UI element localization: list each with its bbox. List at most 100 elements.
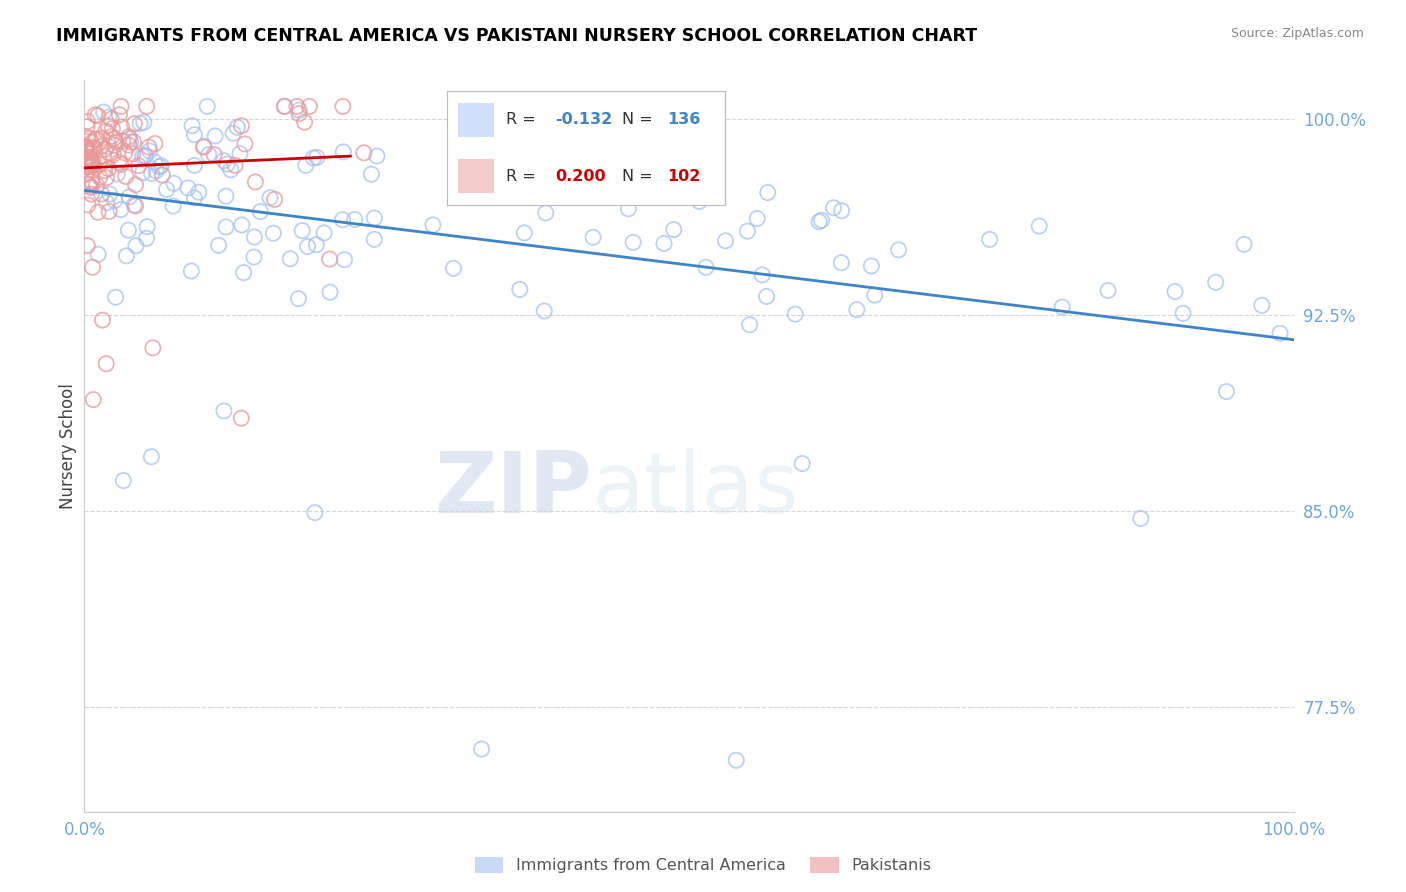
Point [82, 158, 104, 172]
Point [887, 243, 910, 257]
Point [97, 139, 120, 153]
Point [215, 189, 238, 203]
Point [77, 150, 100, 164]
Point [134, 148, 156, 162]
Point [353, 145, 375, 160]
Point [118, 190, 141, 204]
Point [333, 252, 356, 267]
Point [294, 115, 316, 129]
Point [128, 159, 150, 173]
Point [103, 147, 125, 161]
Point [132, 115, 155, 129]
Point [1205, 275, 1227, 289]
Point [695, 260, 717, 275]
Point [86, 132, 108, 146]
Point [98, 146, 121, 161]
Point [262, 226, 284, 240]
Point [1215, 384, 1237, 399]
Point [652, 236, 675, 251]
Point [97, 161, 120, 176]
Point [662, 222, 685, 236]
Point [83, 141, 105, 155]
Point [104, 138, 127, 153]
Point [259, 191, 281, 205]
Point [75, 141, 97, 155]
Point [193, 139, 215, 153]
Point [202, 147, 225, 161]
Point [105, 135, 128, 149]
Point [80, 156, 103, 170]
Point [143, 155, 166, 169]
Point [1268, 326, 1291, 341]
Point [180, 264, 202, 278]
Point [808, 215, 831, 229]
Point [714, 234, 737, 248]
Point [131, 166, 153, 180]
Point [145, 164, 167, 178]
Point [471, 742, 494, 756]
Point [76, 146, 98, 161]
Point [212, 404, 235, 418]
Point [217, 157, 239, 171]
Point [110, 99, 132, 113]
Point [80, 180, 103, 194]
Point [543, 178, 565, 193]
Point [141, 450, 163, 464]
Point [288, 106, 311, 120]
Point [150, 159, 173, 173]
Point [108, 108, 131, 122]
Point [688, 194, 710, 209]
Point [79, 179, 101, 194]
Point [285, 99, 308, 113]
Point [80, 174, 103, 188]
Point [204, 128, 226, 143]
Point [183, 158, 205, 172]
Point [100, 112, 122, 127]
Point [80, 175, 103, 189]
Point [332, 145, 354, 159]
Point [1028, 219, 1050, 233]
Point [141, 166, 163, 180]
Point [360, 167, 382, 181]
Point [105, 167, 128, 181]
Point [343, 212, 366, 227]
Point [86, 178, 108, 193]
Point [131, 149, 153, 163]
Point [142, 341, 165, 355]
Point [75, 141, 97, 155]
Point [75, 139, 97, 153]
Point [207, 238, 229, 252]
Point [93, 105, 115, 120]
Point [231, 411, 253, 425]
Point [108, 155, 131, 169]
Point [87, 109, 110, 123]
Point [183, 191, 205, 205]
Point [75, 139, 97, 153]
Point [143, 136, 166, 151]
Point [122, 135, 145, 149]
Point [80, 154, 103, 169]
Point [122, 198, 145, 212]
Point [76, 114, 98, 128]
Point [1250, 298, 1272, 312]
Point [177, 181, 200, 195]
Point [273, 99, 295, 113]
Point [135, 231, 157, 245]
Point [197, 147, 219, 161]
Point [115, 249, 138, 263]
Point [79, 160, 101, 174]
Point [111, 134, 134, 148]
Point [332, 99, 354, 113]
Point [243, 250, 266, 264]
Point [224, 158, 246, 172]
Point [534, 206, 557, 220]
Point [332, 212, 354, 227]
Point [513, 226, 536, 240]
Point [226, 120, 249, 135]
Point [125, 239, 148, 253]
Point [155, 182, 177, 196]
Point [110, 202, 132, 217]
Point [215, 220, 238, 235]
Point [82, 162, 104, 177]
Point [103, 131, 125, 145]
